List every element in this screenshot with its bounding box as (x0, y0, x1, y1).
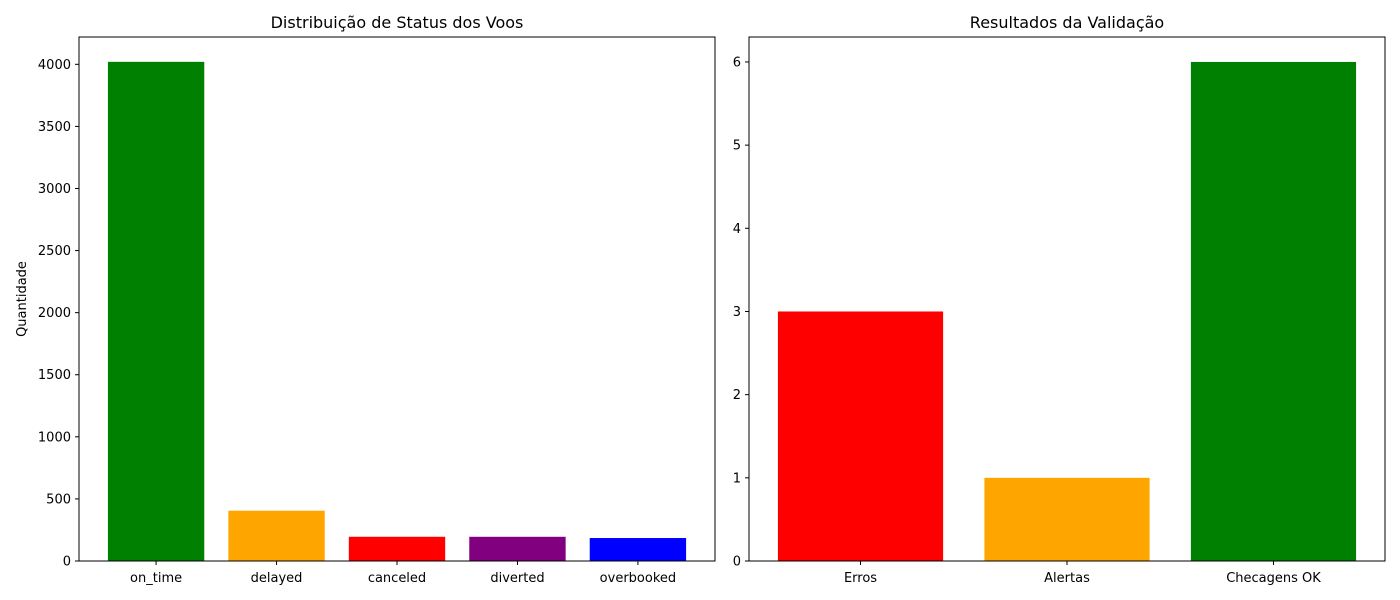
status-yticks: 0 500 1000 1500 2000 2500 3000 3500 4000 (38, 58, 79, 570)
validation-bars (777, 61, 1357, 561)
validation-chart-title: Resultados da Validação (970, 13, 1164, 32)
x-tick-label: canceled (368, 571, 426, 586)
y-tick-label: 500 (46, 492, 71, 507)
status-chart-ylabel: Quantidade (15, 261, 30, 337)
y-tick-label: 1500 (38, 368, 71, 383)
x-tick-label: Checagens OK (1226, 571, 1321, 586)
status-xticks: on_time delayed canceled diverted overbooked (130, 561, 676, 586)
status-chart-title: Distribuição de Status dos Voos (271, 13, 524, 32)
x-tick-label: Alertas (1044, 571, 1090, 586)
y-tick-label: 4000 (38, 58, 71, 73)
bar-checagens-ok (1190, 61, 1357, 561)
y-tick-label: 0 (63, 555, 71, 570)
y-tick-label: 1000 (38, 430, 71, 445)
x-tick-label: Erros (844, 571, 877, 586)
y-tick-label: 1 (733, 471, 741, 486)
bar-canceled (348, 536, 446, 561)
bar-diverted (469, 536, 566, 561)
x-tick-label: diverted (490, 571, 544, 586)
y-tick-label: 2000 (38, 306, 71, 321)
bar-alertas (984, 477, 1150, 561)
bar-delayed (228, 510, 325, 561)
validation-chart: Resultados da Validação 0 1 2 3 4 5 6 Erros Ale… (733, 13, 1386, 586)
bar-overbooked (589, 538, 687, 561)
x-tick-label: overbooked (600, 571, 676, 586)
y-tick-label: 2500 (38, 244, 71, 259)
y-tick-label: 5 (733, 139, 741, 154)
y-tick-label: 4 (733, 222, 741, 237)
y-tick-label: 0 (733, 555, 741, 570)
y-tick-label: 3500 (38, 120, 71, 135)
bar-on-time (107, 61, 205, 562)
y-tick-label: 3000 (38, 182, 71, 197)
status-plot-frame (78, 36, 716, 562)
bar-erros (777, 311, 944, 561)
y-tick-label: 6 (733, 55, 741, 70)
x-tick-label: on_time (130, 571, 182, 586)
x-tick-label: delayed (251, 571, 303, 586)
status-chart: Distribuição de Status dos Voos Quantida… (15, 13, 716, 586)
y-tick-label: 2 (733, 388, 741, 403)
validation-xticks: Erros Alertas Checagens OK (844, 561, 1321, 586)
status-bars (107, 61, 687, 562)
validation-plot-frame (748, 36, 1386, 562)
validation-yticks: 0 1 2 3 4 5 6 (733, 55, 749, 570)
y-tick-label: 3 (733, 305, 741, 320)
